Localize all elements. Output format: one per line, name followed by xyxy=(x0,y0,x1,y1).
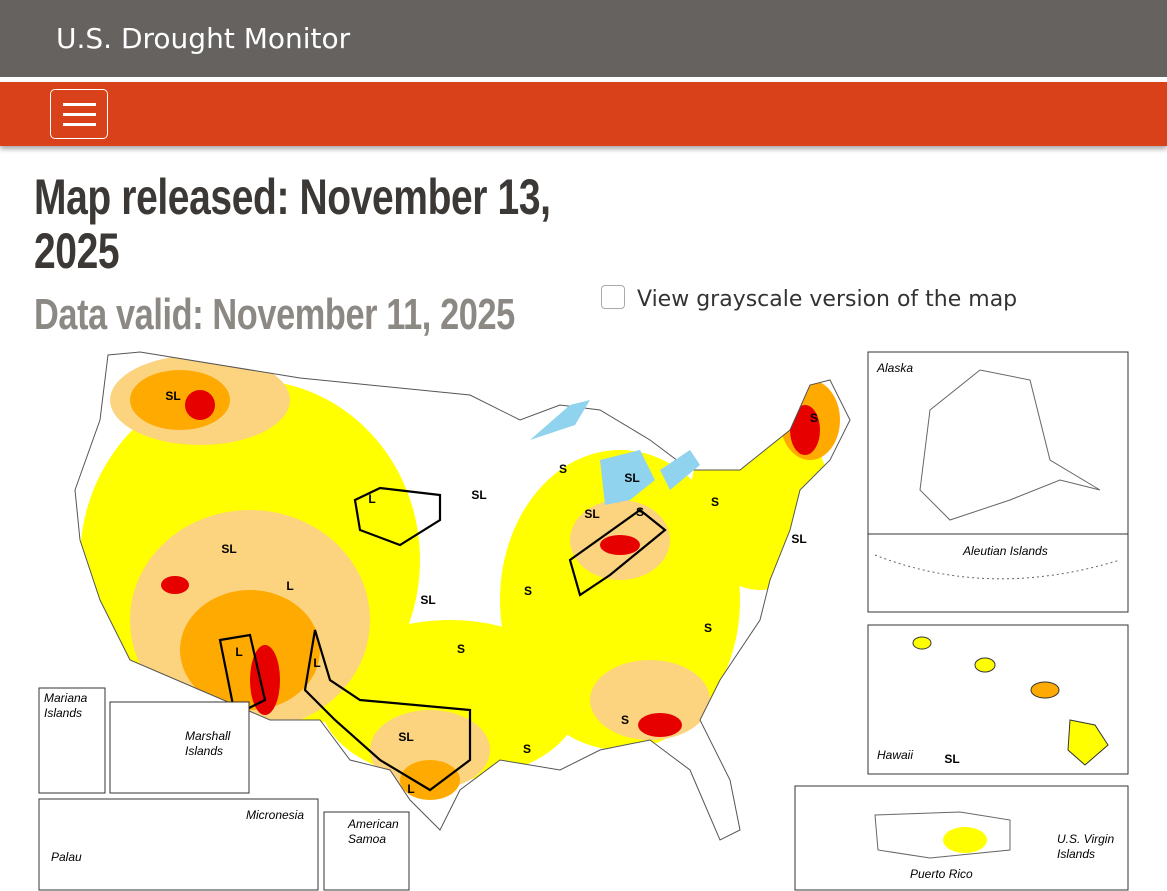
inset-label: U.S. Virgin Islands xyxy=(1057,832,1115,861)
header: U.S. Drought Monitor xyxy=(0,0,1167,77)
impact-label: SL xyxy=(791,532,806,546)
impact-label: S xyxy=(457,642,465,656)
inset-label: Hawaii xyxy=(877,748,914,762)
impact-label: SL xyxy=(944,752,959,766)
impact-label: S xyxy=(636,505,644,519)
inset-frames xyxy=(38,351,1129,891)
menu-button[interactable] xyxy=(50,89,108,139)
impact-label: SL xyxy=(624,471,639,485)
inset-label: Marshall Islands xyxy=(185,729,231,758)
impact-label: S xyxy=(810,411,818,425)
hawaii xyxy=(912,636,1109,766)
great-lakes xyxy=(530,400,700,505)
impact-label: S xyxy=(559,462,567,476)
conus-outline xyxy=(74,351,851,841)
aleutians xyxy=(874,554,1121,580)
pr-drought xyxy=(943,827,987,853)
impact-label: SL xyxy=(584,507,599,521)
inset-label: Puerto Rico xyxy=(910,867,973,881)
inset-label: Micronesia xyxy=(246,808,305,822)
impact-label: S xyxy=(524,584,532,598)
impact-label: SL xyxy=(420,593,435,607)
inset-label: Aleutian Islands xyxy=(963,544,1048,558)
impact-label: S xyxy=(621,713,629,727)
impact-label: SL xyxy=(471,488,486,502)
alaska xyxy=(919,369,1101,521)
impact-label: L xyxy=(313,656,320,670)
impact-label: L xyxy=(407,782,414,796)
inset-label: American Samoa xyxy=(348,817,399,846)
nav-bar xyxy=(0,82,1167,146)
data-valid: Data valid: November 11, 2025 xyxy=(34,290,515,339)
grayscale-label[interactable]: View grayscale version of the map xyxy=(637,287,1018,312)
impact-label: SL xyxy=(221,542,236,556)
inset-label: Alaska xyxy=(877,361,914,375)
impact-label: S xyxy=(711,495,719,509)
impact-label: S xyxy=(704,621,712,635)
impact-label: SL xyxy=(165,389,180,403)
impact-label: L xyxy=(368,492,375,506)
impact-label: SL xyxy=(398,730,413,744)
inset-label: Palau xyxy=(51,850,82,864)
map-released: Map released: November 13, 2025 xyxy=(34,169,551,279)
inset-label: Mariana Islands xyxy=(44,691,88,720)
site-title[interactable]: U.S. Drought Monitor xyxy=(56,22,351,55)
puerto-rico xyxy=(874,811,1011,859)
impact-label: S xyxy=(523,742,531,756)
impact-label: L xyxy=(286,579,293,593)
impact-lines xyxy=(218,486,667,792)
grayscale-checkbox[interactable] xyxy=(601,285,625,309)
impact-label: L xyxy=(235,645,242,659)
